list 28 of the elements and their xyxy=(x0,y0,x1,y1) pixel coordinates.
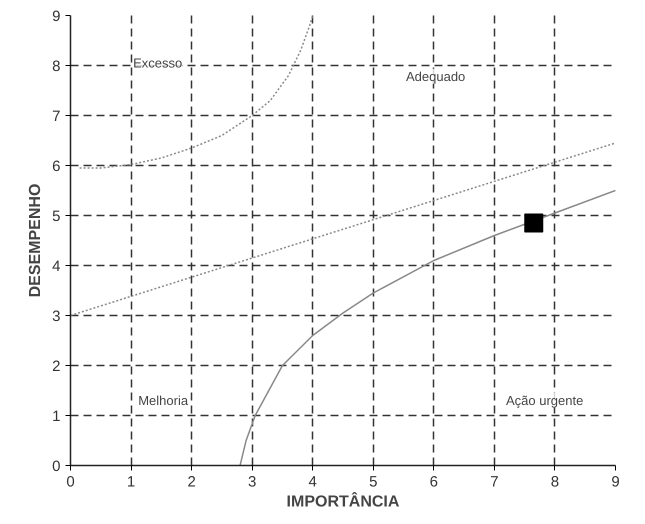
x-axis-title: IMPORTÂNCIA xyxy=(286,492,400,510)
y-axis-title: DESEMPENHO xyxy=(27,184,44,298)
x-tick-label: 8 xyxy=(550,474,560,490)
line-series xyxy=(78,16,314,169)
y-tick-label: 2 xyxy=(52,358,60,375)
annotation: Adequado xyxy=(406,68,466,84)
annotation: Melhoria xyxy=(138,392,189,408)
x-tick-label: 6 xyxy=(430,474,438,490)
x-tick-label: 0 xyxy=(66,474,75,490)
annotation: Excesso xyxy=(133,55,182,70)
y-tick-label: 9 xyxy=(52,8,60,25)
x-tick-label: 1 xyxy=(126,474,136,490)
y-tick-label: 4 xyxy=(52,258,60,275)
y-tick-label: 6 xyxy=(52,158,60,175)
y-tick-label: 5 xyxy=(52,208,60,225)
y-tick-label: 7 xyxy=(52,108,60,125)
y-tick-label: 1 xyxy=(52,408,60,425)
x-tick-label: 7 xyxy=(490,474,499,490)
y-tick-label: 8 xyxy=(52,58,60,75)
y-tick-label: 3 xyxy=(52,308,60,325)
x-tick-label: 4 xyxy=(308,474,317,490)
x-tick-label: 9 xyxy=(611,474,620,490)
y-tick-label: 0 xyxy=(52,458,60,475)
annotation: Ação urgente xyxy=(506,392,584,408)
x-tick-label: 3 xyxy=(248,474,256,490)
x-tick-label: 2 xyxy=(187,474,196,490)
line-series xyxy=(239,190,616,466)
x-tick-label: 5 xyxy=(369,474,378,490)
